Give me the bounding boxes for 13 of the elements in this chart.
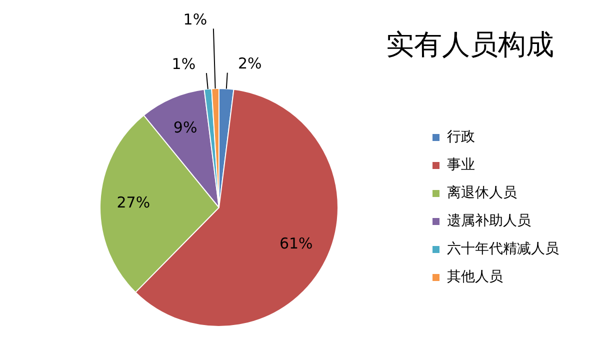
legend-label: 事业 bbox=[447, 157, 475, 174]
text: 实有人员构成 bbox=[385, 27, 555, 63]
data-label: 27% bbox=[116, 193, 150, 212]
legend-label: 遗属补助人员 bbox=[447, 213, 531, 230]
data-label: 1% bbox=[183, 10, 208, 28]
legend-label: 离退休人员 bbox=[447, 185, 517, 202]
data-label: 61% bbox=[279, 234, 313, 253]
data-label: 2% bbox=[238, 54, 262, 73]
data-label: 9% bbox=[173, 118, 198, 137]
legend-label: 六十年代精减人员 bbox=[447, 241, 559, 258]
legend-label: 行政 bbox=[447, 129, 475, 146]
legend-label: 其他人员 bbox=[447, 269, 503, 286]
data-label: 1% bbox=[172, 55, 196, 74]
